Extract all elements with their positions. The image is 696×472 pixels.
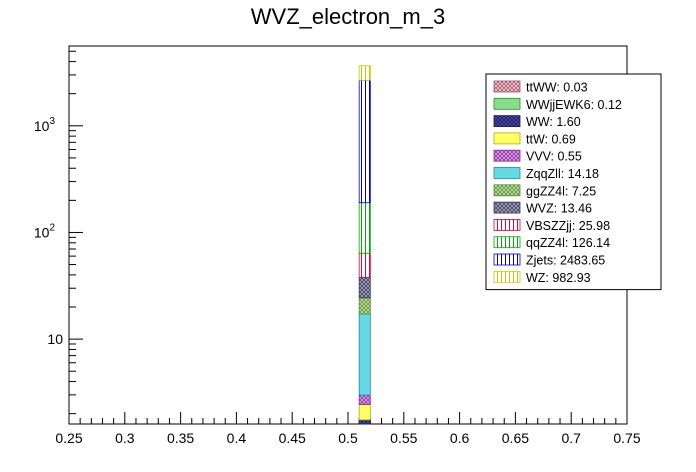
- bar-segment-ttw: [358, 404, 371, 421]
- x-tick-label: 0.7: [561, 430, 581, 446]
- x-tick-label: 0.4: [227, 430, 247, 446]
- bar-segment-zqqzll: [358, 313, 371, 396]
- bar-segment-zjets: [358, 79, 371, 204]
- y-tick-label: 10: [47, 331, 63, 347]
- legend-swatch-wvz: [493, 201, 521, 214]
- legend-swatch-zqqzll: [493, 167, 521, 179]
- legend-label-vbszzjj: VBSZZjj: 25.98: [526, 219, 610, 233]
- legend-label-ttww: ttWW: 0.03: [526, 81, 588, 95]
- legend-label-ww: WW: 1.60: [526, 115, 581, 129]
- legend-label-wvz: WVZ: 13.46: [526, 202, 592, 216]
- bar-segment-vvv: [358, 394, 371, 405]
- bar-segment-wz: [358, 65, 371, 81]
- bar-segment-qqzz4l: [358, 202, 371, 254]
- x-tick-label: 0.5: [338, 430, 358, 446]
- x-tick-label: 0.3: [115, 430, 135, 446]
- chart-title: WVZ_electron_m_3: [250, 4, 446, 29]
- legend-swatch-ggzz4l: [493, 184, 521, 197]
- legend-swatch-vbszzjj: [493, 218, 521, 231]
- legend-swatch-wwjjewk6: [493, 97, 521, 110]
- legend-label-zqqzll: ZqqZll: 14.18: [526, 167, 599, 181]
- legend-swatch-qqzz4l: [493, 236, 521, 249]
- bar-segment-ggzz4l: [358, 297, 371, 315]
- bar-segment-vbszzjj: [358, 252, 371, 278]
- bar-segment-wvz: [358, 277, 371, 299]
- x-tick-label: 0.25: [55, 430, 82, 446]
- legend-label-qqzz4l: qqZZ4l: 126.14: [526, 236, 610, 250]
- legend-label-ttw: ttW: 0.69: [526, 132, 576, 146]
- bar-segment-ww: [358, 419, 371, 425]
- legend-label-zjets: Zjets: 2483.65: [526, 254, 605, 268]
- x-tick-label: 0.35: [167, 430, 194, 446]
- legend-swatch-zjets: [493, 253, 521, 266]
- legend-label-wz: WZ: 982.93: [526, 271, 591, 285]
- legend-swatch-ttw: [493, 132, 521, 145]
- legend-swatch-ww: [493, 115, 521, 127]
- legend-swatch-vvv: [493, 149, 521, 162]
- legend-label-ggzz4l: ggZZ4l: 7.25: [526, 184, 596, 198]
- y-tick-label: 103: [34, 116, 56, 134]
- x-tick-label: 0.65: [502, 430, 529, 446]
- x-tick-label: 0.45: [279, 430, 306, 446]
- legend-label-wwjjewk6: WWjjEWK6: 0.12: [526, 98, 622, 112]
- x-tick-label: 0.6: [450, 430, 470, 446]
- x-tick-label: 0.75: [613, 430, 640, 446]
- legend-swatch-wz: [493, 270, 521, 283]
- legend-label-vvv: VVV: 0.55: [526, 150, 582, 164]
- y-tick-label: 102: [34, 222, 56, 240]
- x-tick-label: 0.55: [390, 430, 417, 446]
- legend-swatch-ttww: [493, 80, 521, 93]
